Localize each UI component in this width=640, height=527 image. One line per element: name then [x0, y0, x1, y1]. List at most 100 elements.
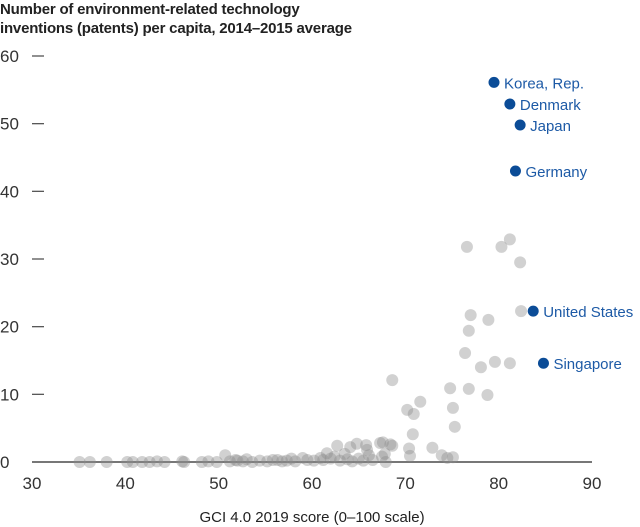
- highlighted-point: [488, 76, 500, 88]
- data-point: [435, 449, 448, 462]
- highlighted-point: [527, 305, 539, 317]
- data-point: [261, 455, 274, 468]
- data-point: [357, 454, 370, 467]
- x-tick-label: 80: [489, 474, 508, 493]
- data-point: [73, 456, 86, 468]
- data-point: [346, 455, 359, 468]
- x-tick-label: 70: [396, 474, 415, 493]
- data-point: [229, 453, 242, 466]
- data-point: [384, 438, 397, 451]
- data-points: [73, 233, 528, 468]
- data-point: [240, 453, 253, 466]
- x-tick-label: 60: [303, 474, 322, 493]
- data-point: [407, 407, 420, 420]
- data-point: [121, 456, 134, 468]
- point-label: Denmark: [520, 97, 581, 114]
- data-point: [231, 454, 244, 467]
- data-point: [83, 456, 96, 468]
- data-point: [444, 382, 457, 395]
- data-point: [404, 449, 416, 462]
- data-point: [446, 401, 459, 414]
- data-point: [401, 403, 414, 416]
- chart-title-line-1: Number of environment-related technology: [0, 1, 300, 18]
- chart-title-line-2: inventions (patents) per capita, 2014–20…: [0, 20, 352, 37]
- data-point: [482, 313, 495, 326]
- highlighted-point: [509, 165, 521, 177]
- data-point: [296, 451, 309, 464]
- data-point: [379, 456, 392, 468]
- x-tick-label: 40: [116, 474, 135, 493]
- data-point: [126, 456, 139, 468]
- data-point: [289, 455, 302, 468]
- data-point: [459, 347, 472, 360]
- highlighted-point: [504, 98, 516, 110]
- data-point: [158, 456, 171, 468]
- y-axis: 0 10 20 30 40 50 60: [0, 47, 44, 472]
- y-tick-label: 0: [0, 453, 9, 472]
- data-point: [448, 420, 461, 433]
- data-point: [285, 452, 298, 465]
- data-point: [462, 382, 475, 395]
- y-tick-label: 50: [0, 115, 19, 134]
- data-point: [331, 439, 344, 452]
- y-tick-label: 30: [0, 250, 19, 269]
- data-point: [488, 355, 501, 368]
- y-tick-label: 20: [0, 318, 19, 337]
- data-point: [406, 428, 419, 441]
- data-point: [360, 439, 373, 452]
- data-point: [271, 453, 284, 466]
- data-point: [136, 456, 149, 468]
- highlighted-point: [514, 119, 526, 131]
- data-point: [460, 240, 473, 253]
- x-tick-label: 90: [583, 474, 602, 493]
- data-point: [320, 447, 333, 460]
- highlighted-points: Korea, Rep. Denmark Japan Germany United Sta…: [488, 75, 633, 373]
- point-label: Germany: [525, 164, 587, 181]
- data-point: [352, 452, 365, 465]
- data-point: [307, 454, 320, 467]
- data-point: [328, 450, 341, 463]
- data-point: [376, 450, 388, 463]
- data-point: [386, 439, 399, 452]
- highlighted-point: [537, 357, 549, 369]
- x-tick-label: 30: [23, 474, 42, 493]
- x-axis: 30 40 50 60 70 80 90: [23, 461, 602, 493]
- data-point: [178, 456, 191, 468]
- data-point: [403, 442, 416, 455]
- point-label: Singapore: [553, 356, 621, 373]
- point-label: Korea, Rep.: [504, 75, 584, 92]
- data-point: [362, 449, 375, 462]
- data-point: [223, 455, 236, 468]
- data-point: [515, 305, 528, 318]
- data-point: [202, 455, 215, 468]
- data-point: [176, 455, 189, 468]
- data-point: [151, 455, 164, 468]
- data-point: [366, 453, 379, 466]
- data-point: [514, 256, 527, 269]
- data-point: [376, 436, 389, 449]
- data-point: [266, 453, 279, 466]
- data-point: [495, 240, 508, 253]
- data-point: [464, 309, 477, 322]
- x-tick-label: 50: [209, 474, 228, 493]
- data-point: [503, 233, 516, 246]
- data-point: [236, 455, 249, 468]
- data-point: [378, 447, 391, 460]
- data-point: [219, 449, 232, 462]
- data-point: [314, 451, 327, 464]
- y-tick-label: 10: [0, 385, 19, 404]
- data-point: [474, 361, 487, 374]
- data-point: [446, 451, 459, 464]
- data-point: [441, 451, 454, 464]
- data-point: [386, 374, 399, 387]
- data-point: [100, 456, 113, 468]
- data-point: [414, 395, 427, 408]
- data-point: [210, 456, 223, 468]
- data-point: [253, 454, 266, 467]
- x-axis-label: GCI 4.0 2019 score (0–100 scale): [199, 509, 424, 526]
- data-point: [280, 454, 293, 467]
- data-point: [341, 453, 354, 466]
- data-point: [195, 456, 208, 468]
- y-tick-label: 40: [0, 182, 19, 201]
